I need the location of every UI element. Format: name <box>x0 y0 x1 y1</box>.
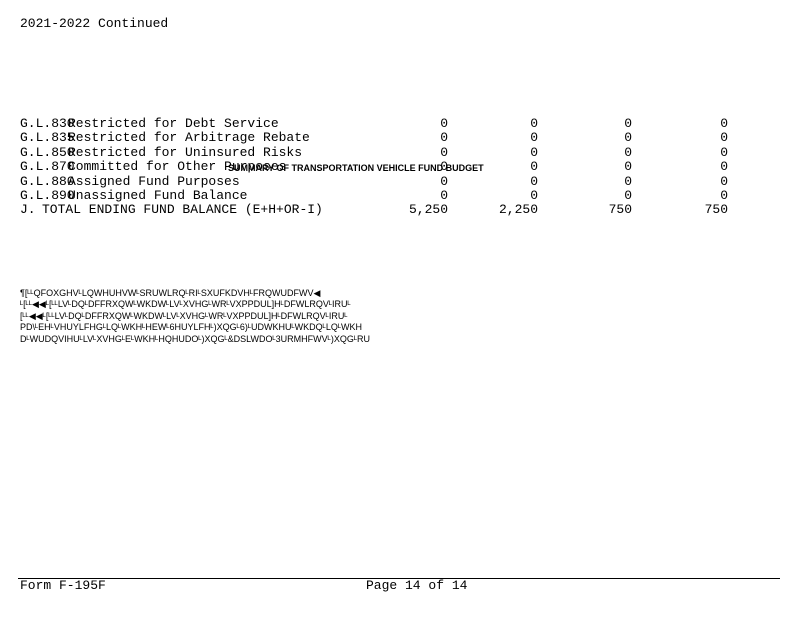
header-title: 2021-2022 Continued <box>20 16 169 31</box>
row-value: 0 <box>440 145 448 160</box>
row-label: Restricted for Debt Service <box>68 116 279 131</box>
row-value: 0 <box>624 159 632 174</box>
footer-form: Form F-195F <box>20 578 106 593</box>
row-value: 0 <box>440 116 448 131</box>
row-value: 0 <box>720 145 728 160</box>
row-value: 0 <box>440 159 448 174</box>
row-code: G.L.850 <box>20 145 75 160</box>
row-value: 0 <box>440 130 448 145</box>
note-line: PD\ᴸEHᴸVHUYLFHGᴸLQᴸWKHᴸHEWᴸ6HUYLFHᴸ)XQGᴸ… <box>20 322 362 332</box>
note-line: ¶[ᴸᴸQFOXGHVᴸLQWHUHVWᴸSRUWLRQᴸRIᴸSXUFKDVH… <box>20 288 321 298</box>
row-value: 0 <box>530 174 538 189</box>
row-value: 0 <box>440 188 448 203</box>
row-label: TOTAL ENDING FUND BALANCE (E+H+OR-I) <box>42 202 323 217</box>
row-label: Committed for Other Purposes <box>68 159 287 174</box>
note-line: DᴸWUDQVIHUᴸLVᴸXVHGᴸEᴸWKHᴸHQHUDOᴸ)XQGᴸ&DS… <box>20 334 370 344</box>
row-code: G.L.880 <box>20 174 75 189</box>
row-value: 0 <box>720 174 728 189</box>
row-value: 0 <box>624 188 632 203</box>
row-value: 5,250 <box>408 202 448 217</box>
row-label: Assigned Fund Purposes <box>68 174 240 189</box>
note-line: ᴸ[ᴸᴸ◀◀ᴸ[ᴸᴸLVᴸDQᴸDFFRXQWᴸWKDWᴸLVᴸXVHGᴸWRᴸ… <box>20 299 351 309</box>
row-value: 2,250 <box>498 202 538 217</box>
row-value: 0 <box>530 116 538 131</box>
row-value: 750 <box>704 202 728 217</box>
note-line: [ᴸᴸ◀◀ᴸ[ᴸᴸLVᴸDQᴸDFFRXQWᴸWKDWᴸLVᴸXVHGᴸWRᴸV… <box>20 311 348 321</box>
row-value: 0 <box>624 116 632 131</box>
row-value: 0 <box>530 145 538 160</box>
row-value: 0 <box>624 130 632 145</box>
overlay-title: SUMMARY OF TRANSPORTATION VEHICLE FUND B… <box>228 163 484 173</box>
row-label: Restricted for Uninsured Risks <box>68 145 303 160</box>
row-label: Restricted for Arbitrage Rebate <box>68 130 310 145</box>
row-value: 0 <box>720 159 728 174</box>
footer-page: Page 14 of 14 <box>366 578 468 593</box>
row-code: G.L.830 <box>20 116 75 131</box>
footer-rule <box>18 578 780 579</box>
row-value: 750 <box>608 202 632 217</box>
row-value: 0 <box>530 130 538 145</box>
row-value: 0 <box>720 188 728 203</box>
row-value: 0 <box>624 145 632 160</box>
row-code: G.L.835 <box>20 130 75 145</box>
row-value: 0 <box>720 116 728 131</box>
row-value: 0 <box>624 174 632 189</box>
row-label: Unassigned Fund Balance <box>68 188 248 203</box>
row-code: J. <box>20 202 36 217</box>
row-code: G.L.890 <box>20 188 75 203</box>
row-value: 0 <box>440 174 448 189</box>
row-value: 0 <box>530 188 538 203</box>
row-value: 0 <box>720 130 728 145</box>
row-value: 0 <box>530 159 538 174</box>
row-code: G.L.870 <box>20 159 75 174</box>
